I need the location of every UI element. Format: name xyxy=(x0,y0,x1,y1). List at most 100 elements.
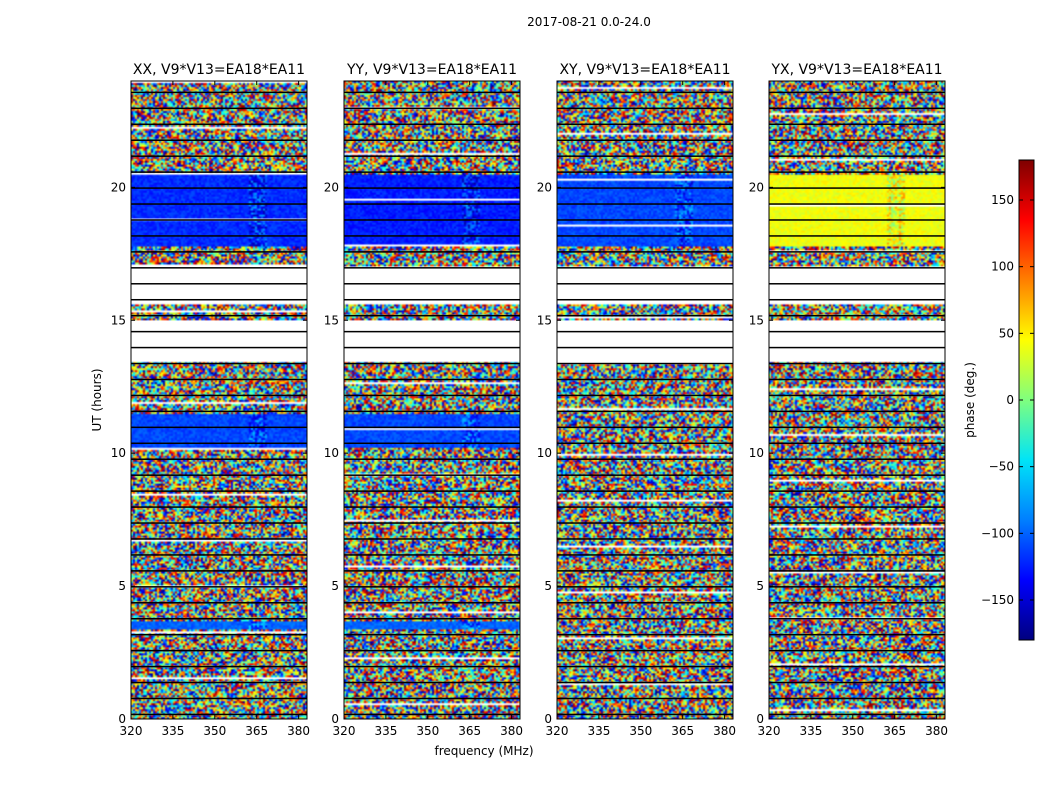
x-tick-label: 320 xyxy=(333,724,356,738)
scan-separator xyxy=(344,410,520,413)
y-tick-label: 15 xyxy=(111,313,126,327)
scan-separator xyxy=(131,171,307,173)
scan-separator xyxy=(769,681,945,684)
panels: XX, V9*V13=EA18*EA11 320 335 350 365 380 0 5 10 1… xyxy=(111,62,948,738)
scan-separator xyxy=(557,155,733,157)
scan-separator xyxy=(769,314,945,317)
scan-separator xyxy=(131,570,307,572)
scan-separator xyxy=(131,155,307,157)
scan-separator xyxy=(769,602,945,604)
scan-separator xyxy=(557,474,733,476)
scan-separator xyxy=(344,171,520,173)
y-tick-label: 0 xyxy=(118,712,126,726)
scan-separator xyxy=(769,506,945,508)
colorbar-tick-label: −150 xyxy=(981,593,1014,607)
scan-separator xyxy=(557,681,733,684)
colorbar-tick-label: 100 xyxy=(991,260,1014,274)
scan-separator xyxy=(344,681,520,684)
y-tick-label: 10 xyxy=(749,446,764,460)
scan-separator xyxy=(344,458,520,460)
scan-separator xyxy=(344,298,520,301)
panel-frame xyxy=(556,80,734,720)
scan-separator xyxy=(344,139,520,141)
scan-separator xyxy=(769,155,945,157)
scan-separator xyxy=(344,362,520,365)
scan-separator xyxy=(557,139,733,141)
panel-frame xyxy=(130,80,308,720)
scan-separator xyxy=(344,235,520,237)
y-tick-label: 10 xyxy=(111,446,126,460)
scan-separator xyxy=(344,283,520,285)
scan-separator xyxy=(131,586,307,588)
scan-separator xyxy=(344,267,520,269)
scan-separator xyxy=(344,586,520,588)
scan-separator xyxy=(557,251,733,253)
panel-frame xyxy=(768,80,946,720)
scan-separator xyxy=(557,713,733,716)
scan-separator xyxy=(344,649,520,652)
scan-separator xyxy=(131,633,307,636)
colorbar-tick-label: 50 xyxy=(999,326,1014,340)
x-axis-label: frequency (MHz) xyxy=(434,744,533,758)
scan-separator xyxy=(344,490,520,492)
scan-separator xyxy=(344,474,520,476)
x-tick-label: 335 xyxy=(161,724,184,738)
scan-separator xyxy=(769,330,945,333)
scan-separator xyxy=(344,617,520,620)
scan-separator xyxy=(131,107,307,110)
y-tick-label: 5 xyxy=(756,579,764,593)
y-tick-label: 15 xyxy=(537,313,552,327)
x-tick-label: 350 xyxy=(416,724,439,738)
scan-separator xyxy=(131,314,307,317)
scan-separator xyxy=(557,617,733,620)
scan-separator xyxy=(769,617,945,620)
scan-separator xyxy=(769,203,945,205)
scan-separator xyxy=(131,139,307,141)
scan-separator xyxy=(557,633,733,636)
scan-separator xyxy=(131,251,307,253)
scan-separator xyxy=(131,554,307,556)
scan-separator xyxy=(344,426,520,429)
scan-separator xyxy=(557,314,733,317)
scan-separator xyxy=(344,538,520,540)
x-tick-label: 335 xyxy=(587,724,610,738)
scan-separator xyxy=(557,697,733,700)
scan-separator xyxy=(557,602,733,604)
panel-title: YY, V9*V13=EA18*EA11 xyxy=(346,62,517,78)
panel-xy: XY, V9*V13=EA18*EA11 320 335 350 365 380 0 5 10 1… xyxy=(537,62,736,738)
scan-separator xyxy=(131,91,307,94)
heatmap-image xyxy=(131,81,307,719)
scan-separator xyxy=(131,330,307,333)
panel-frame xyxy=(343,80,521,720)
heatmap-image xyxy=(769,81,945,719)
scan-separator xyxy=(344,378,520,381)
scan-separator xyxy=(557,203,733,205)
scan-separator xyxy=(344,570,520,572)
y-axis-label: UT (hours) xyxy=(90,368,104,431)
panel-yx: YX, V9*V13=EA18*EA11 320 335 350 365 380 0 5 10 1… xyxy=(749,62,948,738)
y-tick-label: 0 xyxy=(756,712,764,726)
scan-separator xyxy=(769,298,945,301)
x-tick-label: 380 xyxy=(287,724,310,738)
scan-separator xyxy=(131,538,307,540)
y-tick-label: 15 xyxy=(749,313,764,327)
heatmap-image xyxy=(557,81,733,719)
scan-separator xyxy=(344,330,520,333)
scan-separator xyxy=(131,490,307,492)
y-tick-label: 5 xyxy=(118,579,126,593)
scan-separator xyxy=(131,649,307,652)
colorbar-tick-label: −50 xyxy=(989,460,1014,474)
scan-separator xyxy=(557,522,733,524)
scan-separator xyxy=(131,346,307,349)
scan-separator xyxy=(131,681,307,684)
scan-separator xyxy=(344,522,520,524)
x-tick-label: 380 xyxy=(713,724,736,738)
x-tick-label: 350 xyxy=(629,724,652,738)
scan-separator xyxy=(344,602,520,604)
panel-title: XX, V9*V13=EA18*EA11 xyxy=(133,62,305,78)
scan-separator xyxy=(769,171,945,173)
scan-separator xyxy=(769,665,945,668)
scan-separator xyxy=(557,123,733,126)
scan-separator xyxy=(344,107,520,110)
y-tick-label: 20 xyxy=(324,180,339,194)
